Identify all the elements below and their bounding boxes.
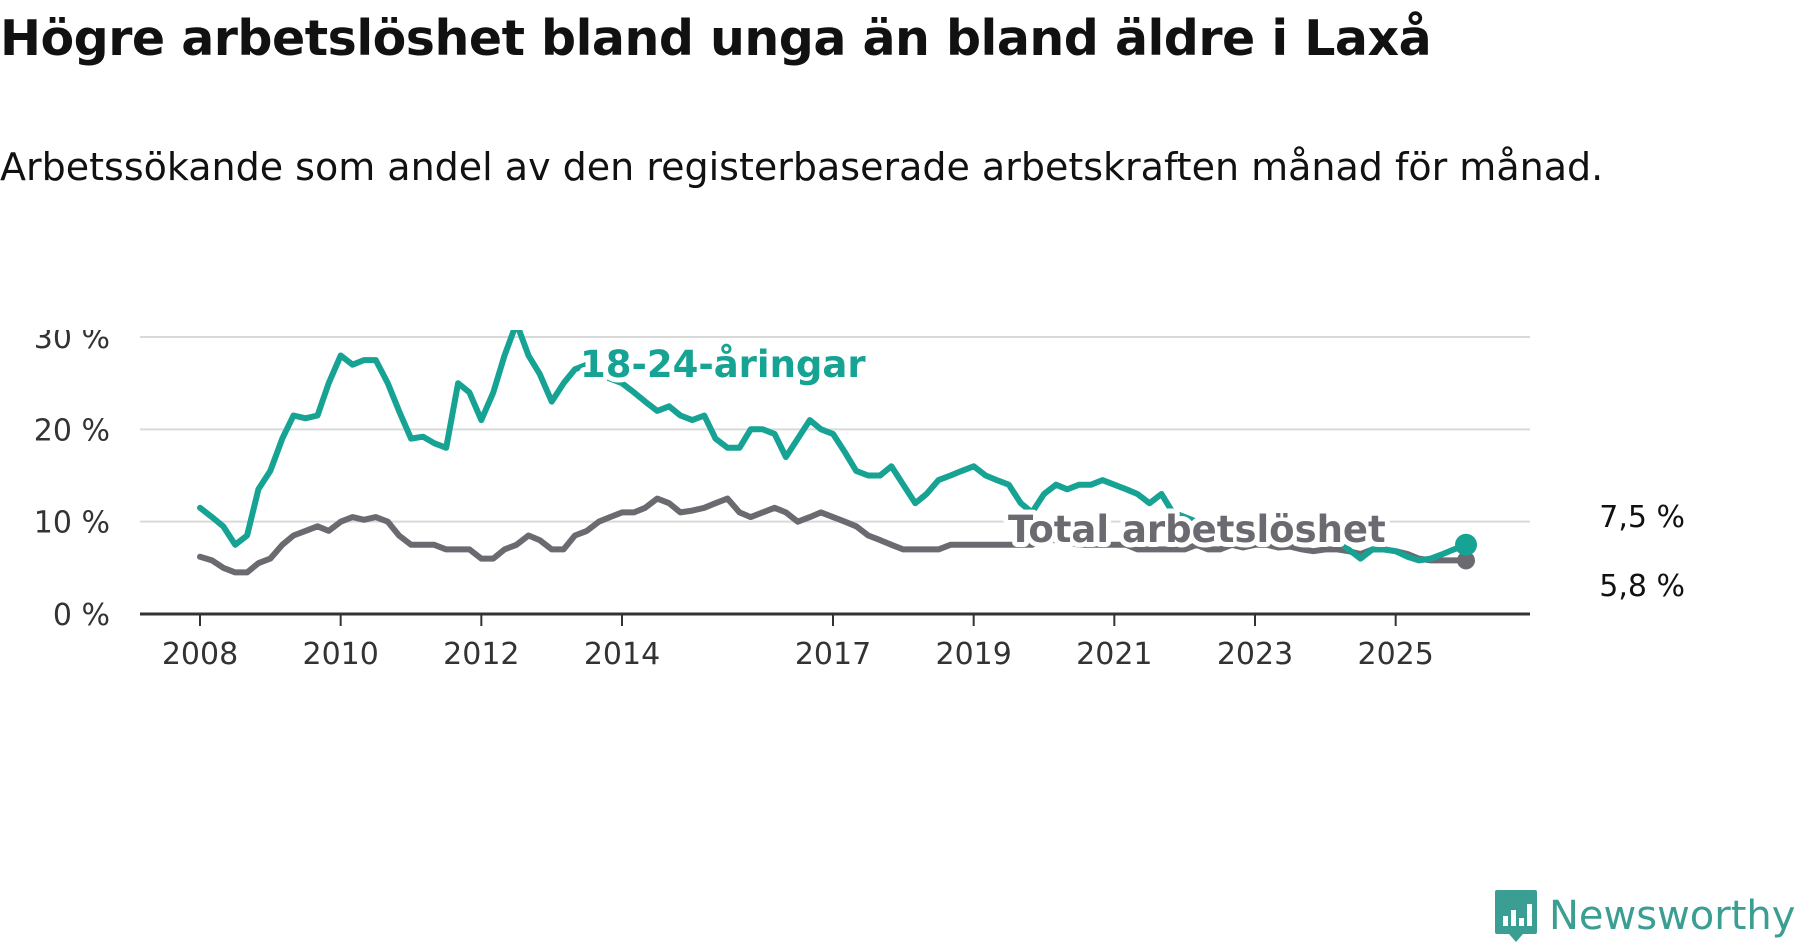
x-tick-label: 2012: [443, 637, 519, 672]
newsworthy-logo-icon: [1495, 890, 1537, 942]
series-line-total-arbetsl-shet: [197, 495, 1469, 576]
x-tick-label: 2019: [935, 637, 1011, 672]
y-tick-label: 10 %: [34, 506, 110, 541]
y-tick-label: 0 %: [53, 598, 110, 633]
end-value-total: 5,8 %: [1599, 569, 1685, 604]
x-tick-label: 2021: [1076, 637, 1152, 672]
x-tick-label: 2025: [1357, 637, 1433, 672]
newsworthy-logo: Newsworthy: [1493, 888, 1795, 944]
gridlines: [140, 336, 1530, 523]
x-tick-label: 2023: [1217, 637, 1293, 672]
end-point-youth: [1455, 533, 1477, 556]
x-axis: 2008 2010 2012 2014 2017 2019 2021 2023 2025: [140, 612, 1530, 672]
series-lines: [197, 330, 1477, 576]
series-label-total-halo: Total arbetslöshet: [1008, 508, 1386, 551]
series-line-18-24-ringar: [197, 330, 1469, 564]
y-tick-label: 30 %: [34, 330, 110, 356]
end-value-youth: 7,5 %: [1599, 500, 1685, 535]
x-tick-label: 2014: [584, 637, 660, 672]
x-tick-label: 2017: [795, 637, 871, 672]
line-chart: 0 % 10 % 20 % 30 % 2008 2010 2012 2014 2017 2019…: [34, 330, 1685, 672]
series-label-youth-halo: 18-24-åringar: [580, 343, 866, 386]
chart-title: Högre arbetslöshet bland unga än bland ä…: [0, 10, 1432, 67]
chart-subtitle: Arbetssökande som andel av den registerb…: [0, 145, 1604, 189]
end-point-total: [1457, 551, 1475, 570]
y-tick-label: 20 %: [34, 413, 110, 448]
series-label-youth: 18-24-åringar: [580, 343, 866, 386]
newsworthy-logo-text: Newsworthy: [1549, 893, 1796, 939]
x-tick-label: 2010: [302, 637, 378, 672]
x-tick-label: 2008: [162, 637, 238, 672]
series-label-total: Total arbetslöshet: [1008, 508, 1386, 551]
y-axis: 0 % 10 % 20 % 30 %: [34, 330, 110, 633]
